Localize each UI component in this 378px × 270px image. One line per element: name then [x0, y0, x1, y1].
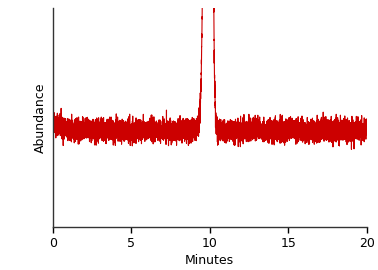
- Y-axis label: Abundance: Abundance: [34, 82, 47, 153]
- X-axis label: Minutes: Minutes: [185, 254, 234, 267]
